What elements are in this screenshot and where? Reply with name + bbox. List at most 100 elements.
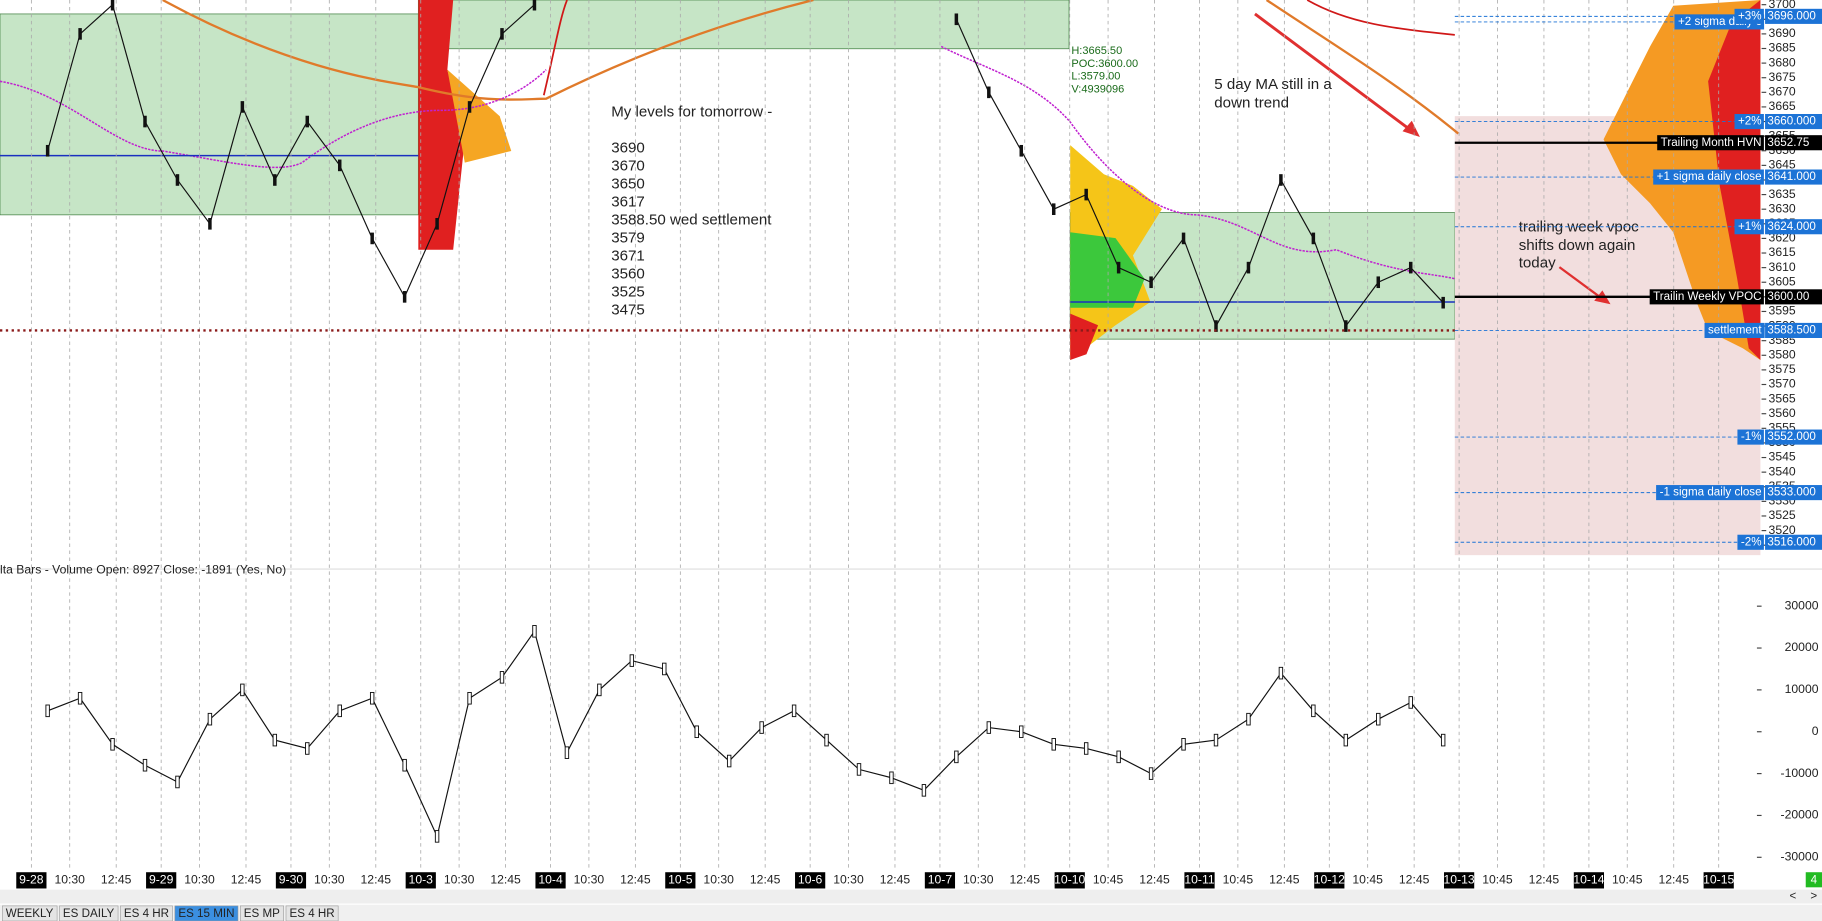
x-time-label: 12:45 (1139, 873, 1170, 887)
level-value: 3588.500 (1767, 324, 1815, 337)
delta-bar (45, 704, 50, 718)
y-tick-label: 3575 (1769, 362, 1796, 376)
level-value-bg (1765, 135, 1822, 151)
vwap (0, 69, 547, 169)
tab[interactable]: ES 15 MIN (178, 907, 234, 920)
note: today (1519, 255, 1556, 272)
delta-bar (337, 704, 342, 718)
delta-bar (662, 662, 667, 676)
level-note: 3617 (611, 194, 645, 211)
y-tick-label: 3690 (1769, 26, 1796, 40)
scrollbar[interactable] (0, 889, 1822, 904)
price-bar (208, 217, 212, 230)
price-bar (78, 28, 82, 40)
x-time-label: 12:45 (361, 873, 392, 887)
price-bar (240, 101, 245, 113)
delta-bar (954, 750, 959, 764)
scroll-right[interactable]: > (1810, 890, 1817, 903)
price-bar (987, 86, 991, 99)
level-value: 3600.00 (1767, 290, 1809, 303)
delta-bar (305, 742, 310, 755)
level-name-bg (1737, 534, 1764, 550)
arrow (1558, 266, 1605, 301)
day-label-bg (924, 872, 956, 889)
delta-bar (921, 784, 927, 797)
delta-bar (110, 738, 115, 751)
x-day-label: 9-28 (19, 873, 44, 887)
delta-bar (986, 721, 992, 734)
y-tick-label: 3540 (1769, 464, 1796, 478)
x-time-label: 10:30 (574, 873, 605, 887)
day-label-bg (665, 872, 696, 889)
tab-bg[interactable] (240, 905, 284, 921)
tab[interactable]: WEEKLY (6, 907, 54, 920)
delta-bar (207, 712, 213, 726)
day-label-bg (535, 872, 566, 889)
delta-bar (759, 721, 764, 734)
x-time-label: 12:45 (1269, 873, 1300, 887)
level-note: 3560 (611, 266, 645, 283)
tab-bg[interactable] (174, 905, 239, 921)
price-bar (1084, 188, 1088, 201)
x-time-label: 10:45 (1093, 873, 1124, 887)
day-label-bg (1444, 872, 1475, 889)
level-note: 3579 (611, 230, 645, 247)
y-tick-label: 3675 (1769, 70, 1796, 84)
scroll-left[interactable]: < (1789, 890, 1796, 903)
level-name-bg (1657, 135, 1764, 151)
tab-bg[interactable] (285, 905, 339, 921)
day-label-bg (146, 872, 177, 889)
tab-bg[interactable] (2, 905, 58, 921)
level-name: +2% (1738, 115, 1762, 128)
bottom-bar: < > 4 (0, 872, 1822, 921)
delta-bar (272, 733, 278, 747)
level-note: 3690 (611, 140, 645, 157)
y-tick-label: 0 (1812, 724, 1819, 738)
delta-bar (856, 763, 862, 776)
x-time-label: 10:45 (1482, 873, 1513, 887)
level-note: 3650 (611, 176, 645, 193)
vwap (940, 45, 1455, 280)
x-time-label: 12:45 (1399, 873, 1430, 887)
delta-bar (369, 691, 375, 705)
level-name: +1% (1738, 220, 1762, 233)
tab[interactable]: ES 4 HR (289, 907, 334, 920)
y-tick-label: 3680 (1769, 55, 1796, 69)
price-bar (175, 174, 180, 186)
level-name: +3% (1738, 9, 1762, 22)
level-value: 3516.000 (1767, 535, 1815, 548)
level-value-bg (1765, 289, 1822, 305)
price-bar (110, 0, 115, 11)
delta-bar (1440, 733, 1446, 747)
tab-bg[interactable] (59, 905, 119, 921)
day-label-bg (405, 872, 436, 889)
x-time-label: 10:30 (703, 873, 734, 887)
delta-bar (694, 725, 699, 739)
day-label-bg (1703, 872, 1734, 889)
y-tick-label: 3665 (1769, 99, 1796, 113)
y-tick-label: 3635 (1769, 187, 1796, 201)
day-label-bg (1314, 872, 1345, 889)
tab-bg[interactable] (120, 905, 173, 921)
tab[interactable]: ES MP (244, 907, 280, 920)
price-bar (435, 217, 439, 230)
price-bar (370, 232, 374, 245)
tab[interactable]: ES DAILY (63, 907, 115, 920)
level-name-bg (1704, 322, 1765, 338)
price-bar (1311, 232, 1316, 245)
tab[interactable]: ES 4 HR (124, 907, 169, 920)
day-label-bg (16, 872, 47, 889)
delta-bar (532, 625, 537, 638)
delta-bar (1148, 767, 1154, 780)
price-bar (402, 291, 407, 303)
x-time-label: 12:45 (620, 873, 651, 887)
x-time-label: 12:45 (101, 873, 132, 887)
level-name-bg (1653, 169, 1764, 185)
price-bar (954, 13, 959, 26)
volume-profile (418, 0, 465, 250)
x-day-label: 9-30 (279, 873, 304, 887)
x-day-label: 10-15 (1703, 873, 1734, 887)
y-tick-label: 3520 (1769, 523, 1796, 537)
